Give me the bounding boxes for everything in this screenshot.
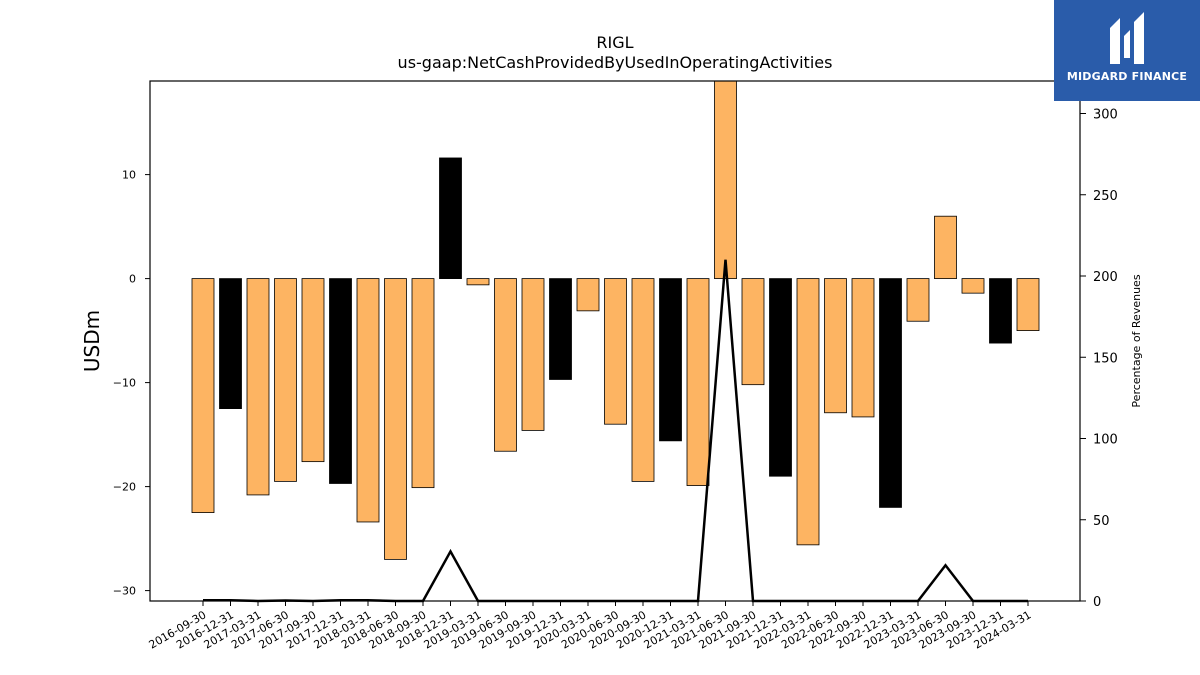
y-tick-label: 10 [122,169,136,182]
bars-group [191,80,1040,560]
y2-axis-label: Percentage of Revenues [1130,274,1143,407]
bar-2017-09-30 [301,278,325,463]
bar-2018-06-30 [384,278,407,560]
bar-2024-03-31 [1016,278,1040,332]
bar-2019-06-30 [494,278,517,452]
y2-tick-label: 150 [1093,351,1118,366]
bar-2017-12-31 [329,278,352,484]
y2-tick-label: 100 [1093,433,1118,448]
y2-tick-label: 0 [1093,595,1101,610]
midgard-finance-logo: MIDGARD FINANCE [1054,0,1200,101]
y-tick-label: 0 [129,273,136,286]
x-axis-ticks: 2016-09-302016-12-312017-03-312017-06-30… [147,601,1034,652]
bar-2020-12-31 [659,278,682,442]
bar-2022-06-30 [824,278,847,414]
chart-title: RIGL [596,33,633,52]
bar-2022-09-30 [851,278,875,418]
bar-2023-09-30 [961,278,985,294]
bar-2021-03-31 [686,278,710,486]
y-axis-ticks: −30 −20 −10 0 10 [113,169,150,598]
bar-2017-06-30 [274,278,297,482]
bar-2020-09-30 [631,278,655,482]
logo-text: MIDGARD FINANCE [1066,70,1188,83]
y2-tick-label: 50 [1093,514,1110,529]
y2-axis-ticks: 0 50 100 150 200 250 300 [1080,108,1118,610]
bar-2022-03-31 [796,278,820,546]
y-tick-label: −10 [113,377,136,390]
y-axis-label: USDm [80,310,104,372]
bar-2019-12-31 [549,278,572,380]
bar-2019-09-30 [521,278,545,431]
bar-2016-09-30 [191,278,215,514]
bar-2021-12-31 [769,278,792,477]
logo-mark-icon [1110,12,1144,64]
bar-2017-03-31 [246,278,270,496]
bar-2018-09-30 [411,278,435,489]
bar-2020-06-30 [604,278,627,425]
bar-2023-12-31 [989,278,1012,344]
bar-2018-12-31 [439,157,462,280]
y2-tick-label: 300 [1093,108,1118,123]
y-tick-label: −30 [113,585,136,598]
chart-subtitle: us-gaap:NetCashProvidedByUsedInOperating… [398,53,833,72]
bar-2016-12-31 [219,278,242,410]
bar-2019-03-31 [466,278,490,286]
bar-2021-06-30 [714,80,737,280]
bar-2023-03-31 [906,278,930,322]
y2-tick-label: 200 [1093,270,1118,285]
y2-tick-label: 250 [1093,189,1118,204]
y-tick-label: −20 [113,481,136,494]
bar-2022-12-31 [879,278,902,508]
bar-2023-06-30 [934,215,957,279]
bar-2018-03-31 [356,278,380,523]
bar-2020-03-31 [576,278,600,312]
bar-2021-09-30 [741,278,765,386]
